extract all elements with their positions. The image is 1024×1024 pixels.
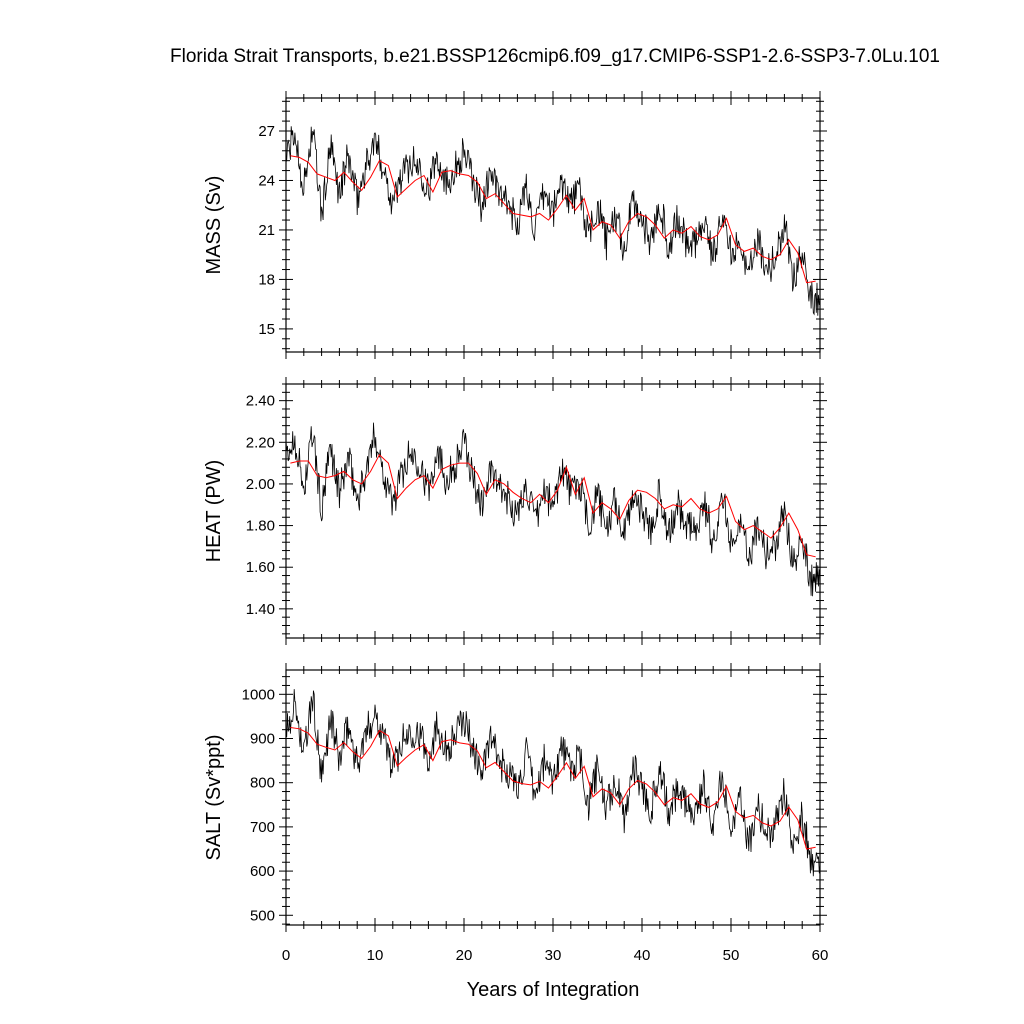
salt-y-tick-label: 900 (250, 731, 275, 748)
heat-monthly-series-line (286, 422, 820, 597)
mass-panel: 15 18 21 24 27 MASS (Sv) (203, 91, 827, 359)
salt-y-tick-label: 800 (250, 775, 275, 792)
salt-y-tick-label: 700 (250, 819, 275, 836)
mass-monthly-series-line (286, 126, 820, 316)
x-tick-label: 50 (723, 947, 740, 964)
salt-annual-mean-line (290, 727, 816, 850)
heat-y-tick-label: 2.20 (246, 434, 275, 451)
mass-annual-mean-line (290, 155, 816, 284)
heat-plot-frame (285, 383, 821, 639)
heat-y-tick-label: 1.40 (246, 601, 275, 618)
salt-y-tick-label: 600 (250, 863, 275, 880)
heat-y-tick-label: 2.00 (246, 476, 275, 493)
mass-y-tick-label: 24 (258, 172, 275, 189)
salt-plot-frame (285, 669, 821, 926)
mass-y-tick-label: 27 (258, 123, 275, 140)
heat-panel: 1.40 1.60 1.80 2.00 2.20 2.40 HEAT (PW) (203, 377, 827, 645)
salt-panel: 0 10 20 30 40 50 60 500 600 700 800 900 1000 SALT (Sv… (203, 663, 828, 964)
x-tick-label: 40 (634, 947, 651, 964)
mass-y-tick-label: 18 (258, 271, 275, 288)
heat-y-tick-label: 1.80 (246, 518, 275, 535)
salt-y-tick-label: 500 (250, 907, 275, 924)
mass-y-tick-label: 21 (258, 222, 275, 239)
x-tick-label: 30 (545, 947, 562, 964)
salt-y-axis-label: SALT (Sv*ppt) (203, 735, 225, 861)
x-tick-label: 20 (456, 947, 473, 964)
mass-y-tick-label: 15 (258, 321, 275, 338)
mass-y-axis-label: MASS (Sv) (203, 176, 225, 275)
salt-y-tick-label: 1000 (242, 686, 275, 703)
heat-y-tick-label: 2.40 (246, 393, 275, 410)
heat-y-axis-label: HEAT (PW) (203, 460, 225, 563)
heat-annual-mean-line (290, 453, 816, 558)
x-tick-label: 0 (282, 947, 290, 964)
x-axis-label: Years of Integration (467, 979, 640, 1001)
x-tick-label: 10 (367, 947, 384, 964)
mass-plot-frame (285, 97, 821, 353)
salt-monthly-series-line (286, 689, 820, 877)
x-tick-label: 60 (812, 947, 829, 964)
heat-y-tick-label: 1.60 (246, 559, 275, 576)
chart-title: Florida Strait Transports, b.e21.BSSP126… (170, 46, 940, 67)
